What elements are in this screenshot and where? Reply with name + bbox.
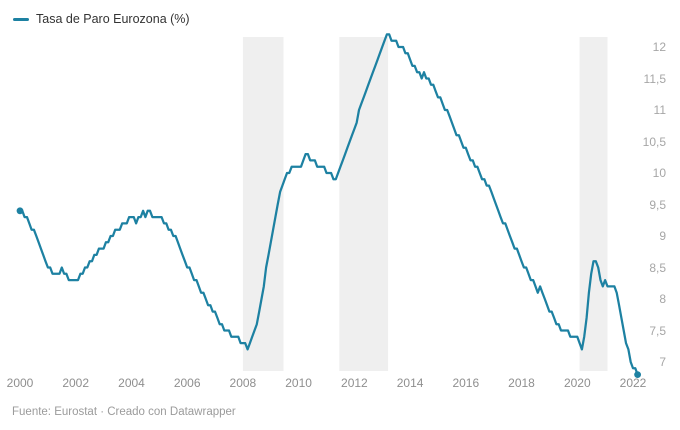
y-tick-label: 11,5 [643,71,666,86]
unemployment-line [18,33,639,376]
x-tick-label: 2010 [285,376,312,390]
y-tick-label: 9 [659,229,666,243]
x-tick-label: 2004 [118,376,145,390]
y-tick-label: 8 [659,292,666,306]
x-tick-label: 2014 [396,376,424,390]
x-tick-label: 2006 [173,376,201,390]
x-tick-label: 2022 [619,376,647,390]
y-tick-label: 12 [652,40,666,54]
x-tick-label: 2008 [229,376,257,390]
x-tick-label: 2020 [563,376,591,390]
y-tick-label: 9,5 [649,197,666,212]
y-tick-label: 7,5 [649,323,666,338]
legend: Tasa de Paro Eurozona (%) [13,12,190,26]
x-tick-label: 2002 [62,376,90,390]
y-tick-label: 11 [653,103,666,117]
y-tick-label: 10 [652,166,666,180]
y-tick-label: 8,5 [649,260,666,275]
y-tick-label: 10,5 [642,134,666,149]
x-tick-label: 2000 [6,376,34,390]
series-end-marker [634,371,641,378]
legend-line-swatch [13,17,29,21]
x-tick-label: 2012 [341,376,368,390]
chart-footer: Fuente: Eurostat · Creado con Datawrappe… [12,406,236,418]
legend-label: Tasa de Paro Eurozona (%) [36,12,190,26]
series-start-marker [16,207,24,215]
x-tick-label: 2018 [508,376,535,390]
x-tick-label: 2016 [452,376,480,390]
recession-band [579,37,608,371]
recession-band [339,37,389,371]
y-tick-label: 7 [659,355,666,369]
